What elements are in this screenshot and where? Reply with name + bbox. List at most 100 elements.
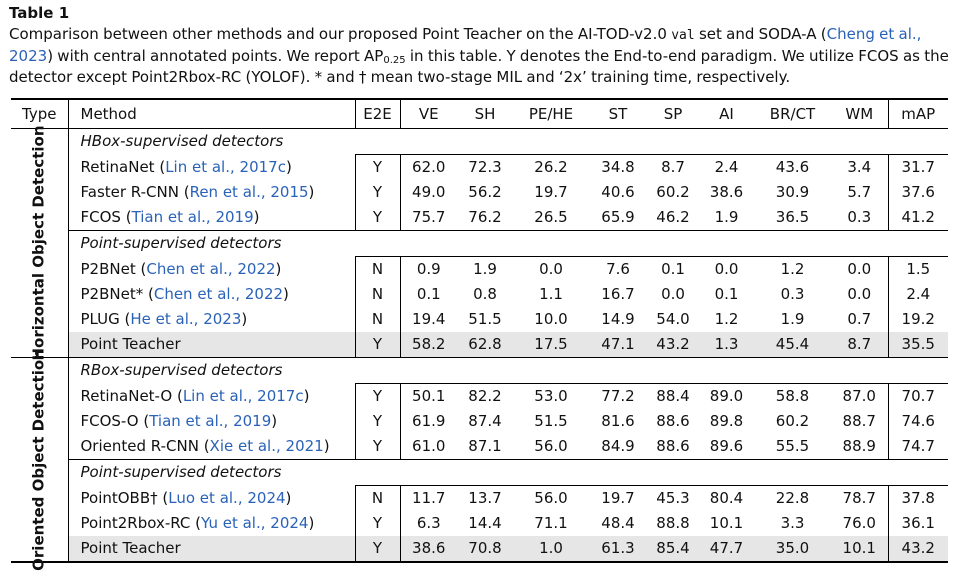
metric-value: 0.1 bbox=[399, 282, 457, 307]
metric-value: 62.0 bbox=[399, 154, 457, 180]
e2e-value: Y bbox=[354, 154, 400, 180]
table-row: PointOBB† (Luo et al., 2024) N 11.7 13.7 56.… bbox=[11, 485, 948, 511]
e2e-value: Y bbox=[354, 180, 400, 205]
table-row: RetinaNet (Lin et al., 2017c) Y 62.0 72.3 26… bbox=[11, 154, 948, 180]
caption-text: ) with central annotated points. We repo… bbox=[47, 47, 384, 65]
column-header: mAP bbox=[887, 99, 948, 129]
metric-value: 62.8 bbox=[457, 332, 513, 358]
map-value: 37.8 bbox=[887, 485, 948, 511]
metric-value: 3.3 bbox=[780, 514, 805, 532]
metric-value: 46.2 bbox=[656, 208, 690, 226]
method-label: RetinaNet bbox=[80, 157, 155, 176]
results-table: Type Method E2E VE SH PE/HE ST SP AI BR/CT WM mAP H… bbox=[11, 98, 948, 570]
metric-value: 26.2 bbox=[513, 154, 589, 180]
metric-value: 5.7 bbox=[847, 183, 872, 201]
group-header-row: Point-supervised detectors bbox=[11, 459, 948, 486]
citation-link[interactable]: Ren et al., 2015 bbox=[189, 183, 309, 201]
metric-value: 87.0 bbox=[831, 383, 888, 409]
metric-value: 0.0 bbox=[661, 285, 685, 303]
metric-value: 60.2 bbox=[656, 183, 690, 201]
method-label: PLUG bbox=[80, 310, 120, 328]
metric-value: 6.3 bbox=[399, 511, 457, 536]
metric-value: 72.3 bbox=[457, 154, 513, 180]
citation-link[interactable]: He et al., 2023 bbox=[130, 310, 242, 328]
e2e-value: Y bbox=[354, 409, 400, 434]
table-row: Point2Rbox-RC (Yu et al., 2024) Y 6.3 14.4 7… bbox=[11, 511, 948, 536]
citation-link[interactable]: Xie et al., 2021 bbox=[209, 437, 324, 455]
column-header: VE bbox=[399, 99, 457, 129]
metric-value: 85.4 bbox=[647, 536, 699, 562]
e2e-value: Y bbox=[354, 536, 400, 562]
method-label: FCOS-O bbox=[80, 412, 139, 430]
metric-value: 78.7 bbox=[831, 485, 888, 511]
column-header: BR/CT bbox=[769, 105, 816, 123]
map-value: 36.1 bbox=[887, 511, 948, 536]
metric-value: 0.1 bbox=[647, 256, 699, 282]
metric-value: 19.7 bbox=[534, 183, 568, 201]
citation-link[interactable]: Chen et al., 2022 bbox=[146, 259, 276, 278]
e2e-value: N bbox=[354, 307, 400, 332]
metric-value: 47.1 bbox=[589, 332, 647, 358]
map-value: 70.7 bbox=[887, 383, 948, 409]
metric-value: 88.6 bbox=[656, 412, 690, 430]
citation-link[interactable]: Lin et al., 2017c bbox=[182, 386, 304, 405]
method-name: P2BNet (Chen et al., 2022) bbox=[80, 259, 282, 278]
map-value: 31.7 bbox=[887, 154, 948, 180]
method-name: Point Teacher bbox=[68, 332, 355, 358]
table-row: Faster R-CNN (Ren et al., 2015) Y 49.0 56.2… bbox=[11, 180, 948, 205]
metric-value: 88.9 bbox=[842, 437, 876, 455]
metric-value: 0.9 bbox=[399, 256, 457, 282]
metric-value: 1.1 bbox=[539, 285, 563, 303]
metric-value: 48.4 bbox=[601, 514, 635, 532]
metric-value: 36.5 bbox=[775, 208, 810, 226]
table-row: Oriented R-CNN (Xie et al., 2021) Y 61.0 87… bbox=[11, 434, 948, 460]
citation-link[interactable]: Lin et al., 2017c bbox=[165, 157, 286, 176]
citation-link[interactable]: Chen et al., 2022 bbox=[153, 285, 284, 303]
metric-value: 2.4 bbox=[699, 154, 754, 180]
method-name: Faster R-CNN (Ren et al., 2015) bbox=[80, 183, 315, 201]
metric-value: 56.2 bbox=[468, 183, 502, 201]
metric-value: 19.4 bbox=[399, 307, 457, 332]
metric-value: 13.7 bbox=[457, 485, 513, 511]
method-name: FCOS-O (Tian et al., 2019) bbox=[80, 412, 278, 430]
metric-value: 43.6 bbox=[754, 154, 831, 180]
metric-value: 88.7 bbox=[842, 412, 876, 430]
metric-value: 50.1 bbox=[399, 383, 457, 409]
metric-value: 71.1 bbox=[534, 514, 568, 532]
metric-value: 56.0 bbox=[534, 437, 568, 455]
metric-value: 1.3 bbox=[699, 332, 754, 358]
metric-value: 77.2 bbox=[589, 383, 647, 409]
metric-value: 89.6 bbox=[709, 437, 744, 455]
map-value: 74.6 bbox=[887, 409, 948, 434]
metric-value: 10.1 bbox=[831, 536, 888, 562]
column-header: SH bbox=[474, 105, 496, 123]
map-value: 74.7 bbox=[887, 434, 948, 460]
metric-value: 11.7 bbox=[399, 485, 457, 511]
metric-value: 10.1 bbox=[709, 514, 744, 532]
metric-value: 0.0 bbox=[699, 256, 754, 282]
metric-value: 1.9 bbox=[714, 208, 739, 226]
metric-value: 0.0 bbox=[513, 256, 589, 282]
metric-value: 65.9 bbox=[601, 208, 635, 226]
metric-value: 56.0 bbox=[513, 485, 589, 511]
table-row: FCOS-O (Tian et al., 2019) Y 61.9 87.4 51.5 8… bbox=[11, 409, 948, 434]
citation-link[interactable]: Tian et al., 2019 bbox=[131, 208, 254, 226]
table-row: PLUG (He et al., 2023) N 19.4 51.5 10.0 14.9 5… bbox=[11, 307, 948, 332]
metric-value: 89.8 bbox=[709, 412, 744, 430]
metric-value: 60.2 bbox=[775, 412, 810, 430]
metric-value: 70.8 bbox=[457, 536, 513, 562]
citation-link[interactable]: Yu et al., 2024 bbox=[201, 514, 309, 532]
table-body: Horizontal Object Detection HBox-supervis… bbox=[11, 125, 948, 570]
metric-value: 88.6 bbox=[656, 437, 690, 455]
caption-citation-link[interactable]: Cheng et al., 2023 bbox=[9, 25, 922, 65]
citation-link[interactable]: Luo et al., 2024 bbox=[168, 488, 286, 507]
metric-value: 84.9 bbox=[601, 437, 635, 455]
e2e-value: Y bbox=[354, 434, 400, 460]
citation-link[interactable]: Tian et al., 2019 bbox=[149, 412, 272, 430]
table-row: FCOS (Tian et al., 2019) Y 75.7 76.2 26.5 65.… bbox=[11, 205, 948, 231]
group-title: Point-supervised detectors bbox=[68, 230, 948, 257]
method-name: RetinaNet-O (Lin et al., 2017c) bbox=[80, 386, 310, 405]
table-header-row: Type Method E2E VE SH PE/HE ST SP AI BR/CT WM mAP bbox=[11, 99, 948, 129]
table-caption: Comparison between other methods and our… bbox=[9, 24, 949, 88]
column-header: E2E bbox=[354, 99, 400, 129]
